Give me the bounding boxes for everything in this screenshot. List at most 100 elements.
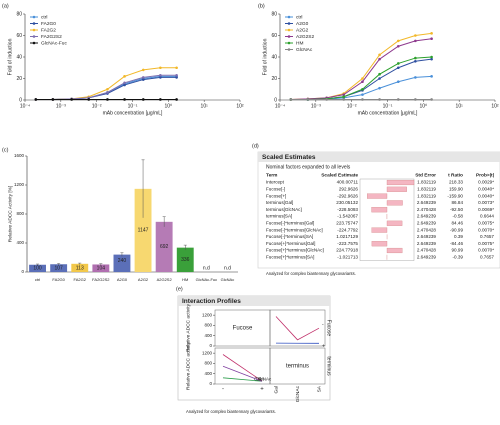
table-cell: 159.90 <box>449 187 463 192</box>
data-point <box>430 37 433 41</box>
y-tick-label: 0 <box>21 269 24 274</box>
factor-label: terminus <box>326 356 332 376</box>
data-point <box>396 80 400 84</box>
data-point <box>123 81 126 85</box>
data-point <box>159 76 162 79</box>
y-axis-label: Fold of induction <box>7 38 13 75</box>
interaction-line <box>222 354 263 382</box>
panel-label: (a) <box>2 3 9 9</box>
value-label: 1147 <box>138 228 149 234</box>
table-cell: -224.7792 <box>337 227 358 232</box>
panel-label: (d) <box>252 143 259 149</box>
data-point <box>159 66 162 70</box>
legend-label: FA2G2S2 <box>41 34 62 40</box>
y-tick-label: 0 <box>209 343 212 348</box>
data-point <box>378 57 381 61</box>
table-cell: 1.832119 <box>417 187 436 192</box>
x-tick-label: FA2G2 <box>74 277 87 282</box>
table-cell: 400.00711 <box>337 180 359 185</box>
table-cell: -0.58 <box>453 214 464 219</box>
legend-label: ctrl <box>296 14 302 20</box>
x-tick-label: + <box>260 387 264 393</box>
y-tick-label: 1200 <box>202 350 213 355</box>
data-point <box>175 66 178 70</box>
data-point <box>141 76 145 79</box>
data-point <box>430 32 433 35</box>
table-cell: -92.50 <box>450 207 463 212</box>
x-tick-label: 10⁻³ <box>311 103 321 109</box>
data-point <box>123 75 126 78</box>
bar <box>71 263 89 272</box>
x-tick-label: 10⁻⁴ <box>20 103 30 109</box>
data-point <box>106 91 109 94</box>
bar <box>155 221 173 272</box>
bar <box>134 188 152 272</box>
table-cell: 0.0040* <box>478 193 494 198</box>
data-point <box>378 72 381 76</box>
table-cell: 0.0075* <box>478 221 494 226</box>
y-axis-label: Fold of induction <box>262 38 268 75</box>
data-point <box>378 77 381 80</box>
value-label: 240 <box>118 258 127 264</box>
x-tick-label: FA2G0 <box>52 277 65 282</box>
x-tick-label: FA2G2S2 <box>92 277 110 282</box>
y-tick-label: 60 <box>271 33 277 39</box>
value-label: 100 <box>33 265 42 271</box>
bar <box>92 264 110 272</box>
y-tick-label: 40 <box>16 54 22 60</box>
y-axis-label: Relative ADCC Activity [%] <box>7 186 13 243</box>
y-tick-label: 40 <box>271 54 277 60</box>
data-point <box>396 98 400 101</box>
x-axis-label: mAb concentration [µg/mL] <box>358 110 418 116</box>
table-cell: 0.0070* <box>478 227 494 232</box>
table-cell: 0.39 <box>454 234 463 239</box>
line-label: GlcNAc <box>256 376 272 381</box>
data-point <box>396 66 400 70</box>
legend-marker <box>32 15 36 19</box>
value-label: n.d <box>203 265 210 271</box>
legend-marker <box>32 35 36 38</box>
estimate-bar <box>386 247 403 254</box>
y-tick-label: 80 <box>16 11 22 17</box>
data-point <box>414 39 417 43</box>
column-header: Term <box>266 172 277 178</box>
table-cell: 2.470428 <box>417 248 437 253</box>
estimate-bar <box>371 207 388 213</box>
data-point <box>414 60 417 63</box>
table-cell: Fucose[+] <box>266 193 286 198</box>
value-label: 336 <box>181 257 190 263</box>
table-cell: 2.649239 <box>417 255 437 260</box>
legend-marker <box>32 41 36 45</box>
legend-marker <box>32 22 36 25</box>
table-cell: 86.84 <box>452 200 464 205</box>
factor-name: terminus <box>286 364 309 370</box>
x-tick-label: 10⁻⁴ <box>275 103 285 109</box>
table-cell: 1.832119 <box>417 180 436 185</box>
line-label: - <box>322 322 324 328</box>
data-point <box>396 62 400 65</box>
y-tick-label: 0 <box>209 381 212 386</box>
line-label: + <box>322 344 325 350</box>
title-bar <box>178 296 330 306</box>
panel-label: (c) <box>2 147 9 153</box>
estimate-bar <box>386 186 407 192</box>
value-label: n.d <box>224 265 231 271</box>
x-tick-label: 10⁻³ <box>56 103 66 109</box>
legend-label: A2G0 <box>296 21 309 27</box>
bar <box>113 254 131 272</box>
data-point <box>175 76 178 79</box>
table-cell: 0.7657 <box>480 234 494 239</box>
table-cell: terminus[SA] <box>266 214 292 219</box>
interaction-line <box>222 377 263 382</box>
table-cell: 0.0075* <box>478 241 494 246</box>
table-cell: -223.7575 <box>337 241 358 246</box>
data-point <box>159 73 162 77</box>
estimate-bar <box>371 241 388 247</box>
table-cell: 0.0029* <box>478 180 494 185</box>
data-point <box>414 34 417 37</box>
table-cell: 84.46 <box>452 221 464 226</box>
footnote: Analyzed for complex biantennary glycova… <box>266 271 356 276</box>
table-cell: terminus[GlcNAc] <box>266 207 302 212</box>
table-title: Scaled Estimates <box>262 154 316 161</box>
